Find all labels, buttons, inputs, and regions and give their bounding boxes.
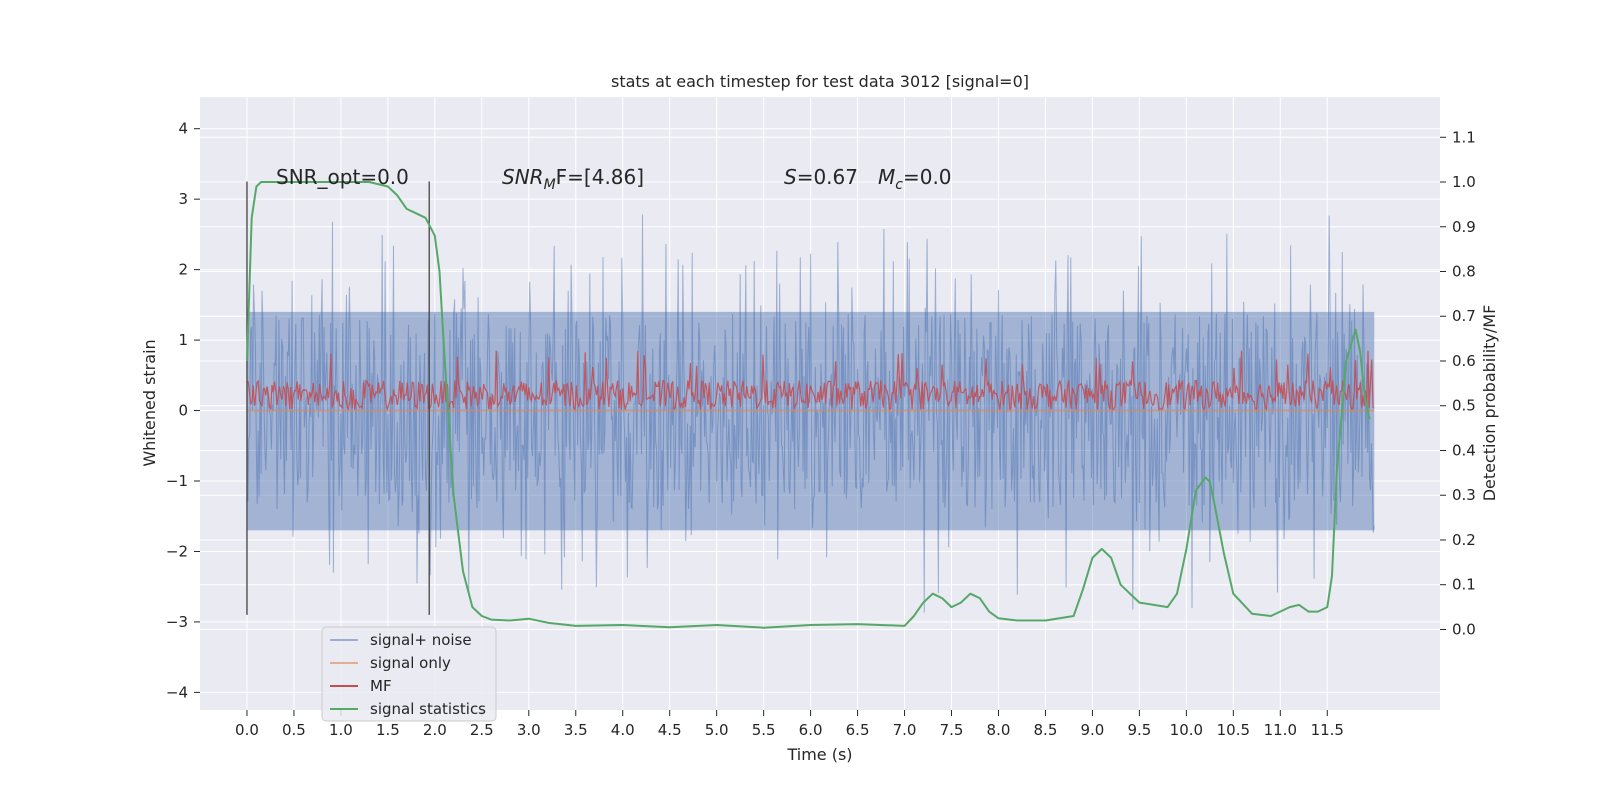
x-tick-label: 6.5: [846, 721, 870, 739]
x-tick-label: 2.0: [423, 721, 447, 739]
x-tick-label: 0.5: [282, 721, 306, 739]
legend-box: [321, 626, 497, 722]
x-tick-label: 9.5: [1127, 721, 1151, 739]
annotation-snr-mf-main: SNR: [502, 165, 544, 189]
x-tick-label: 7.0: [893, 721, 917, 739]
x-tick-label: 8.0: [987, 721, 1011, 739]
x-tick-label: 4.5: [658, 721, 682, 739]
x-tick-label: 5.0: [705, 721, 729, 739]
x-tick-label: 3.5: [564, 721, 588, 739]
x-tick-label: 4.0: [611, 721, 635, 739]
marker-lines: [246, 181, 430, 615]
x-tick-label: 5.5: [752, 721, 776, 739]
x-tick-label: 8.5: [1034, 721, 1058, 739]
annotation-snr-opt: SNR_opt=0.0: [276, 165, 409, 189]
x-tick-label: 10.5: [1217, 721, 1250, 739]
legend-label-signal-statistics: signal statistics: [370, 700, 486, 718]
y-axis-right-label: Detection probability/MF: [1480, 305, 1499, 502]
legend-label-signal-noise: signal+ noise: [370, 631, 472, 649]
y-left-tick-label: 2: [178, 261, 188, 279]
x-tick-label: 9.0: [1080, 721, 1104, 739]
x-tick-label: 0.0: [235, 721, 259, 739]
y-right-tick-label: 0.1: [1452, 576, 1476, 594]
annotation-mc: Mc=0.0: [878, 165, 952, 193]
annotation-s: S=0.67: [784, 165, 858, 189]
y-left-tick-label: 1: [178, 331, 188, 349]
legend-label-signal-only: signal only: [370, 654, 451, 672]
annotation-snr-mf: SNRMF=[4.86]: [502, 165, 644, 193]
x-tick-label: 1.5: [376, 721, 400, 739]
y-right-tick-label: 0.7: [1452, 307, 1476, 325]
x-tick-label: 7.5: [940, 721, 964, 739]
signal-noise-band: [246, 311, 1375, 531]
y-right-tick-label: 1.1: [1452, 128, 1476, 146]
legend: signal+ noise signal only MF signal stat…: [321, 626, 497, 722]
y-left-tick-label: −4: [166, 683, 188, 701]
mf-series: [246, 350, 1375, 412]
signal-noise-series: [246, 214, 1375, 613]
y-right-tick-label: 0.6: [1452, 352, 1476, 370]
annotation-s-main: S: [784, 165, 797, 189]
y-right-tick-label: 0.9: [1452, 218, 1476, 236]
annotation-snr-mf-rest: F=[4.86]: [556, 165, 644, 189]
x-tick-label: 3.0: [517, 721, 541, 739]
y-right-tick-label: 0.2: [1452, 531, 1476, 549]
chart-title: stats at each timestep for test data 301…: [611, 72, 1029, 91]
y-left-tick-label: 3: [178, 190, 188, 208]
annotation-mc-main: M: [878, 165, 895, 189]
y-left-tick-label: 4: [178, 120, 188, 138]
x-tick-label: 1.0: [329, 721, 353, 739]
signal-statistics-series: [246, 181, 1371, 629]
x-axis: 0.0 0.5 1.0 1.5 2.0 2.5 3.0 3.5 4.0 4.5 5.0 5.5 6.0 6…: [235, 710, 1344, 739]
x-tick-label: 6.0: [799, 721, 823, 739]
x-axis-label: Time (s): [786, 745, 852, 764]
y-left-tick-label: 0: [178, 402, 188, 420]
y-right-tick-label: 0.0: [1452, 620, 1476, 638]
y-right-tick-label: 0.8: [1452, 263, 1476, 281]
y-right-tick-label: 0.5: [1452, 397, 1476, 415]
y-axis-left: 4 3 2 1 0 −1 −2 −3 −4: [166, 120, 200, 701]
y-right-tick-label: 1.0: [1452, 173, 1476, 191]
x-tick-label: 11.0: [1264, 721, 1297, 739]
legend-label-mf: MF: [370, 677, 392, 695]
signal-noise-line: [246, 214, 1375, 613]
y-axis-right: 1.1 1.0 0.9 0.8 0.7 0.6 0.5 0.4 0.3 0.2 0.1 0.0: [1440, 128, 1476, 638]
annotation-mc-rest: =0.0: [903, 165, 952, 189]
y-axis-left-label: Whitened strain: [140, 339, 159, 466]
y-left-tick-label: −1: [166, 472, 188, 490]
annotation-snr-mf-sub: M: [544, 177, 556, 193]
y-right-tick-label: 0.3: [1452, 486, 1476, 504]
x-tick-label: 10.0: [1170, 721, 1203, 739]
y-left-tick-label: −2: [166, 542, 188, 560]
y-right-tick-label: 0.4: [1452, 441, 1476, 459]
annotation-mc-sub: c: [895, 177, 903, 193]
annotation-s-rest: =0.67: [797, 165, 858, 189]
y-left-tick-label: −3: [166, 613, 188, 631]
mf-line: [246, 350, 1375, 412]
x-tick-label: 11.5: [1311, 721, 1344, 739]
signal-statistics-line: [246, 181, 1371, 629]
x-tick-label: 2.5: [470, 721, 494, 739]
